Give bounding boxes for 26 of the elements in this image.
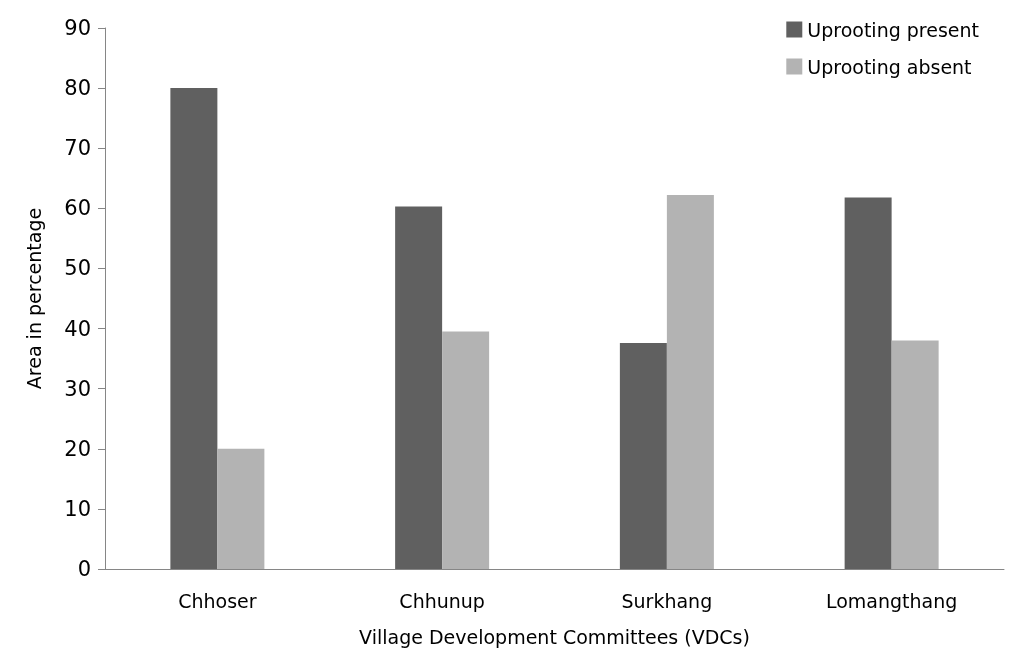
legend-label: Uprooting absent xyxy=(807,55,972,78)
x-axis-title: Village Development Committees (VDCs) xyxy=(359,625,750,648)
bar xyxy=(395,206,443,569)
x-tick-label: Chhoser xyxy=(178,589,257,612)
x-tick-label: Chhunup xyxy=(399,589,485,612)
y-tick-label: 10 xyxy=(64,496,91,521)
y-tick-label: 50 xyxy=(64,256,91,281)
y-tick-label: 90 xyxy=(64,16,91,40)
y-tick-label: 40 xyxy=(64,316,91,341)
bar xyxy=(891,340,939,569)
y-tick-label: 70 xyxy=(64,136,91,161)
bar xyxy=(217,448,265,569)
x-tick-label: Lomangthang xyxy=(825,589,958,612)
bar xyxy=(170,88,218,569)
y-tick-label: 20 xyxy=(64,436,91,461)
bar xyxy=(442,331,490,569)
bar xyxy=(844,197,892,569)
legend-label: Uprooting present xyxy=(807,18,980,41)
x-tick-label: Surkhang xyxy=(621,589,713,612)
bar xyxy=(619,342,667,569)
y-tick-label: 80 xyxy=(64,76,91,101)
bar xyxy=(666,195,714,569)
y-tick-label: 0 xyxy=(77,557,91,581)
y-tick-label: 60 xyxy=(64,196,91,221)
y-axis-title: Area in percentage xyxy=(22,207,45,390)
y-tick-label: 30 xyxy=(64,376,91,401)
